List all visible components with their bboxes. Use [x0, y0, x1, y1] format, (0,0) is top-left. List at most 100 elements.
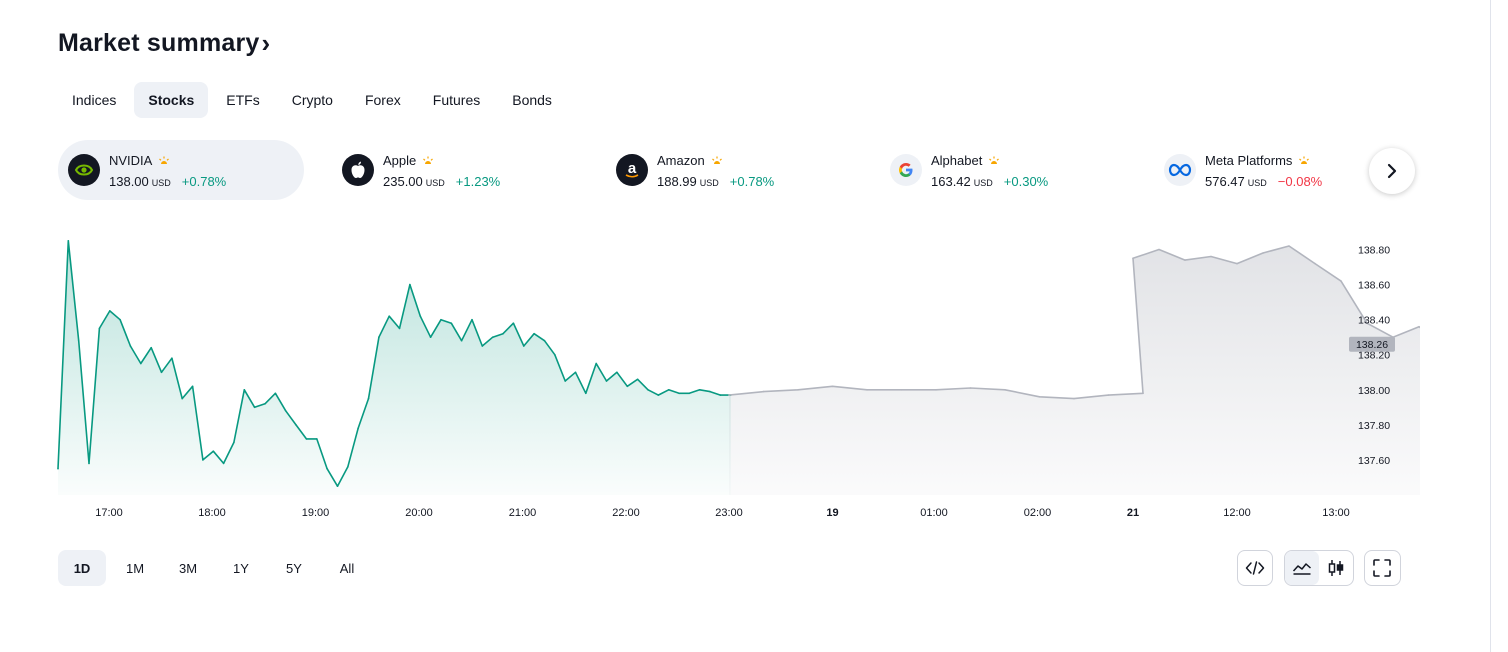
data-point [564, 380, 566, 382]
data-point [57, 467, 59, 470]
data-point [481, 345, 484, 347]
apple-logo [342, 154, 374, 186]
ticker-change: +1.23% [455, 174, 501, 189]
tab-indices[interactable]: Indices [72, 92, 117, 108]
data-point [274, 392, 277, 395]
data-point [243, 389, 246, 391]
data-point [409, 283, 411, 286]
range-1m[interactable]: 1M [125, 560, 145, 576]
data-point [543, 339, 546, 342]
last-price-tag [1349, 336, 1395, 352]
page-title: Market summary [58, 29, 260, 57]
data-point [626, 385, 629, 388]
data-point [1132, 257, 1134, 260]
x-tick-label: 21 [1127, 507, 1139, 519]
data-point [554, 353, 556, 356]
ticker-meta-platforms[interactable]: Meta Platforms 576.47 USD −0.08% [1154, 140, 1400, 200]
data-point [109, 310, 111, 312]
tab-futures[interactable]: Futures [432, 92, 481, 108]
x-tick-label: 21:00 [509, 507, 537, 519]
data-point [419, 315, 422, 318]
data-point [202, 459, 204, 461]
data-point [688, 392, 691, 395]
google-logo [890, 154, 922, 186]
market-summary-title[interactable]: Market summary › [58, 28, 270, 59]
data-point [678, 392, 680, 395]
data-point [316, 438, 318, 440]
carousel-next-button[interactable] [1369, 148, 1415, 194]
embed-button[interactable] [1238, 551, 1272, 585]
chart-style-toggle [1284, 550, 1354, 586]
data-point [491, 336, 494, 339]
range-all[interactable]: All [339, 560, 355, 576]
data-point [797, 389, 799, 391]
fullscreen-button[interactable] [1365, 551, 1399, 585]
y-tick-label: 138.40 [1358, 315, 1390, 327]
data-point [657, 394, 660, 396]
data-point [367, 397, 370, 400]
ticker-change: −0.08% [1277, 174, 1323, 189]
ticker-name: Alphabet [931, 152, 983, 168]
tab-crypto[interactable]: Crypto [291, 92, 333, 108]
data-point [398, 327, 401, 330]
ticker-currency: USD [1247, 178, 1267, 188]
ticker-apple[interactable]: Apple 235.00 USD +1.23% [332, 140, 578, 200]
amazon-logo: a [616, 154, 648, 186]
data-point [762, 390, 765, 393]
data-point [574, 371, 577, 374]
x-tick-label: 22:00 [612, 507, 640, 519]
data-point [595, 362, 597, 365]
ticker-change: +0.78% [729, 174, 775, 189]
data-point [450, 322, 453, 325]
tab-forex[interactable]: Forex [364, 92, 401, 108]
range-3m[interactable]: 3M [178, 560, 198, 576]
data-point [1366, 322, 1368, 325]
meta-logo [1164, 154, 1196, 186]
fullscreen-button-group [1364, 550, 1401, 586]
data-point [1073, 397, 1075, 400]
data-point [533, 332, 535, 335]
x-tick-label: 19:00 [302, 507, 330, 519]
last-price-label: 138.26 [1356, 339, 1388, 351]
ticker-price: 163.42 [931, 174, 971, 189]
data-point [264, 403, 266, 405]
data-point [647, 389, 649, 391]
nvidia-logo [68, 154, 100, 186]
candlestick-chart-button[interactable] [1319, 551, 1353, 585]
data-point [1038, 396, 1041, 398]
ticker-currency: USD [425, 178, 445, 188]
data-point [429, 336, 432, 339]
data-point [1004, 389, 1006, 391]
range-5y[interactable]: 5Y [286, 560, 302, 576]
data-point [585, 392, 587, 395]
data-point [440, 318, 442, 321]
series-line-extended [728, 245, 1420, 400]
tab-bonds[interactable]: Bonds [512, 92, 552, 108]
ticker-price: 576.47 [1205, 174, 1245, 189]
ticker-change: +0.78% [181, 174, 227, 189]
ticker-nvidia[interactable]: NVIDIA 138.00 USD +0.78% [58, 140, 304, 200]
ticker-change: +0.30% [1003, 174, 1049, 189]
ticker-amazon[interactable]: a Amazon 188.99 USD +0.78% [606, 140, 852, 200]
ticker-alphabet[interactable]: Alphabet 163.42 USD +0.30% [880, 140, 1126, 200]
data-point [1184, 259, 1186, 261]
data-point [616, 371, 618, 374]
data-point [191, 385, 194, 388]
svg-text:a: a [628, 160, 637, 177]
tab-etfs[interactable]: ETFs [226, 92, 260, 108]
code-icon [1245, 561, 1265, 575]
data-point [119, 318, 121, 321]
range-1y[interactable]: 1Y [233, 560, 249, 576]
ticker-currency: USD [973, 178, 993, 188]
y-tick-label: 137.60 [1358, 455, 1390, 467]
time-range-selector: 1D 1M 3M 1Y 5Y All [58, 550, 376, 586]
price-chart[interactable]: 17:00 18:00 19:00 20:00 21:00 22:00 23:00 19 01:… [0, 0, 1420, 530]
data-point [326, 467, 328, 470]
area-chart-button[interactable] [1285, 551, 1319, 585]
tab-stocks[interactable]: Stocks [134, 82, 209, 118]
embed-button-group [1237, 550, 1273, 586]
x-tick-label: 18:00 [198, 507, 226, 519]
ticker-name: Apple [383, 152, 417, 168]
range-1d[interactable]: 1D [58, 550, 106, 586]
data-point [471, 318, 473, 321]
